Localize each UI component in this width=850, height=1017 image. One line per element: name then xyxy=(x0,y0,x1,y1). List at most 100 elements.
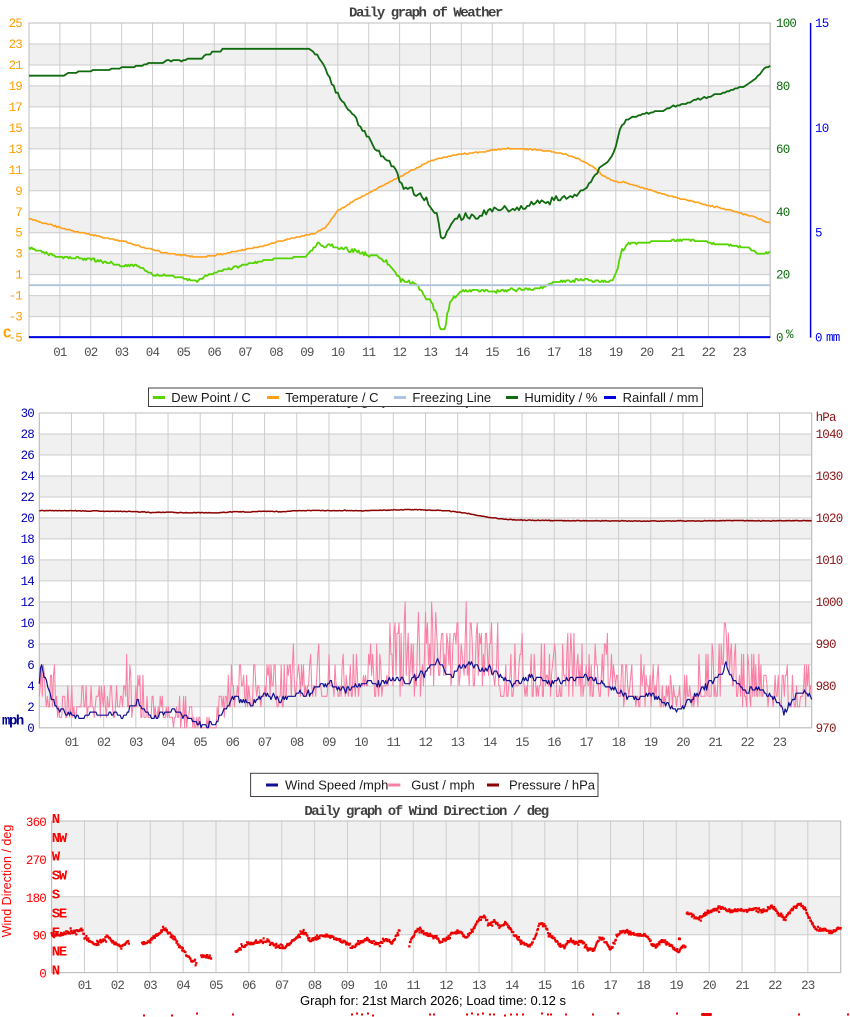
svg-text:80: 80 xyxy=(776,80,790,94)
svg-text:17: 17 xyxy=(9,101,23,115)
svg-text:Humidity / %: Humidity / % xyxy=(524,390,597,405)
svg-text:13: 13 xyxy=(451,736,465,750)
svg-text:06: 06 xyxy=(242,979,256,993)
svg-text:23: 23 xyxy=(773,736,787,750)
svg-text:19: 19 xyxy=(9,80,23,94)
svg-text:3: 3 xyxy=(15,248,22,262)
svg-text:10: 10 xyxy=(21,617,35,631)
svg-text:Temperature / C: Temperature / C xyxy=(285,390,378,405)
svg-text:11: 11 xyxy=(407,979,421,993)
svg-text:08: 08 xyxy=(308,979,322,993)
svg-text:23: 23 xyxy=(733,346,747,360)
svg-text:-1: -1 xyxy=(9,290,23,304)
svg-text:23: 23 xyxy=(9,38,23,52)
svg-text:990: 990 xyxy=(816,638,836,652)
svg-text:-3: -3 xyxy=(9,311,23,325)
svg-text:05: 05 xyxy=(177,346,191,360)
svg-text:8: 8 xyxy=(27,638,34,652)
svg-text:1020: 1020 xyxy=(816,512,843,526)
svg-text:24: 24 xyxy=(21,470,35,484)
svg-text:07: 07 xyxy=(238,346,252,360)
svg-text:W: W xyxy=(52,850,61,866)
svg-text:17: 17 xyxy=(604,979,618,993)
svg-text:4: 4 xyxy=(27,680,34,694)
svg-text:16: 16 xyxy=(21,554,35,568)
svg-text:30: 30 xyxy=(21,407,35,421)
svg-text:90: 90 xyxy=(33,930,47,944)
svg-text:40: 40 xyxy=(776,206,790,220)
svg-text:1000: 1000 xyxy=(816,596,843,610)
svg-text:180: 180 xyxy=(26,892,46,906)
svg-text:14: 14 xyxy=(21,575,35,589)
svg-text:04: 04 xyxy=(161,736,175,750)
svg-text:360: 360 xyxy=(26,816,46,830)
svg-text:03: 03 xyxy=(115,346,129,360)
svg-text:18: 18 xyxy=(21,533,35,547)
svg-text:5: 5 xyxy=(815,227,822,241)
svg-text:22: 22 xyxy=(768,979,782,993)
svg-text:20: 20 xyxy=(640,346,654,360)
svg-text:21: 21 xyxy=(735,979,749,993)
svg-text:05: 05 xyxy=(193,736,207,750)
svg-text:Freezing Line: Freezing Line xyxy=(412,390,491,405)
svg-text:980: 980 xyxy=(816,680,836,694)
svg-text:12: 12 xyxy=(21,596,35,610)
svg-text:23: 23 xyxy=(801,979,815,993)
svg-text:9: 9 xyxy=(15,185,22,199)
svg-text:13: 13 xyxy=(424,346,438,360)
svg-text:11: 11 xyxy=(362,346,376,360)
svg-text:100: 100 xyxy=(776,17,796,31)
svg-text:Rainfall / mm: Rainfall / mm xyxy=(623,390,699,405)
svg-text:26: 26 xyxy=(21,449,35,463)
svg-text:06: 06 xyxy=(208,346,222,360)
svg-text:19: 19 xyxy=(670,979,684,993)
svg-text:20: 20 xyxy=(702,979,716,993)
svg-text:18: 18 xyxy=(637,979,651,993)
svg-text:1010: 1010 xyxy=(816,554,843,568)
svg-text:Pressure / hPa: Pressure / hPa xyxy=(509,778,596,793)
svg-text:970: 970 xyxy=(816,722,836,736)
svg-text:19: 19 xyxy=(609,346,623,360)
svg-text:Wind Speed /mph: Wind Speed /mph xyxy=(285,778,388,793)
svg-text:22: 22 xyxy=(741,736,755,750)
svg-text:11: 11 xyxy=(387,736,401,750)
svg-text:Gust / mph: Gust / mph xyxy=(411,778,475,793)
svg-text:03: 03 xyxy=(143,979,157,993)
svg-text:15: 15 xyxy=(485,346,499,360)
svg-text:08: 08 xyxy=(269,346,283,360)
svg-text:20: 20 xyxy=(21,512,35,526)
svg-text:10: 10 xyxy=(815,122,829,136)
svg-text:60: 60 xyxy=(776,143,790,157)
svg-text:7: 7 xyxy=(15,206,22,220)
svg-text:21: 21 xyxy=(9,59,23,73)
svg-text:15: 15 xyxy=(515,736,529,750)
svg-text:0: 0 xyxy=(815,332,822,346)
svg-text:09: 09 xyxy=(322,736,336,750)
svg-text:15: 15 xyxy=(815,17,829,31)
svg-text:07: 07 xyxy=(275,979,289,993)
svg-text:14: 14 xyxy=(455,346,469,360)
svg-text:04: 04 xyxy=(146,346,160,360)
svg-text:15: 15 xyxy=(538,979,552,993)
svg-text:12: 12 xyxy=(419,736,433,750)
svg-text:SE: SE xyxy=(52,907,67,923)
svg-text:01: 01 xyxy=(78,979,92,993)
svg-text:16: 16 xyxy=(571,979,585,993)
svg-text:0: 0 xyxy=(27,722,34,736)
svg-text:07: 07 xyxy=(258,736,272,750)
svg-text:NW: NW xyxy=(52,831,68,847)
svg-text:16: 16 xyxy=(516,346,530,360)
svg-text:10: 10 xyxy=(331,346,345,360)
svg-text:02: 02 xyxy=(84,346,98,360)
svg-text:03: 03 xyxy=(129,736,143,750)
svg-text:N: N xyxy=(52,963,60,979)
svg-text:21: 21 xyxy=(708,736,722,750)
svg-text:18: 18 xyxy=(612,736,626,750)
svg-text:05: 05 xyxy=(209,979,223,993)
svg-text:13: 13 xyxy=(9,143,23,157)
svg-text:N: N xyxy=(52,812,60,828)
svg-text:02: 02 xyxy=(97,736,111,750)
svg-text:-5: -5 xyxy=(9,332,23,346)
svg-text:09: 09 xyxy=(300,346,314,360)
svg-text:C: C xyxy=(3,327,12,343)
